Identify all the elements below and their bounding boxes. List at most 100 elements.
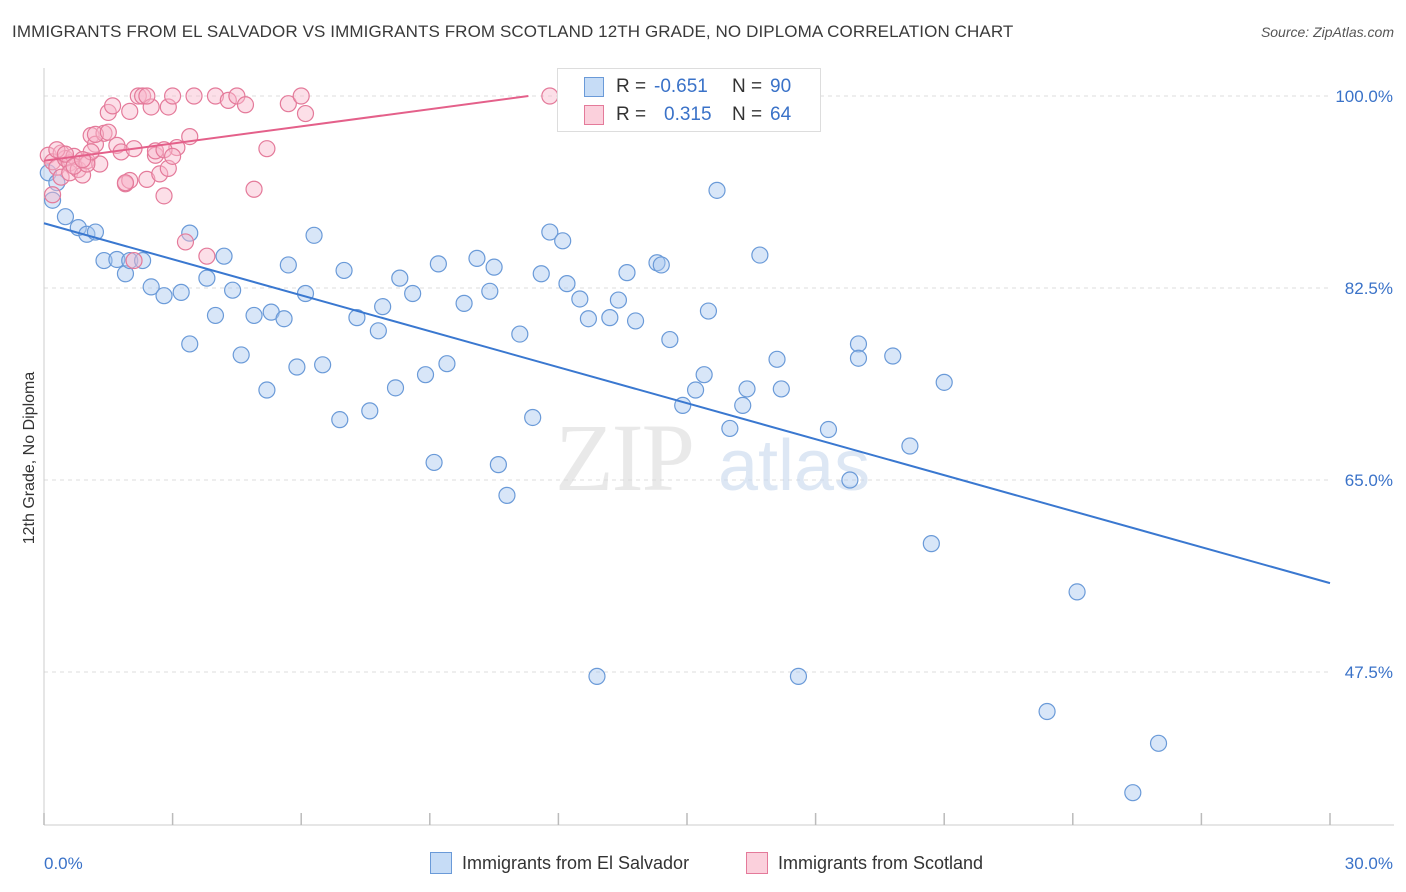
el-salvador-point bbox=[772, 380, 790, 398]
scotland-point bbox=[48, 141, 66, 159]
scotland-point bbox=[86, 125, 105, 143]
r-value: 0.315 bbox=[664, 104, 712, 125]
scotland-point bbox=[219, 91, 237, 109]
el-salvador-point bbox=[922, 535, 940, 553]
el-salvador-point bbox=[734, 396, 752, 414]
el-salvador-point bbox=[1149, 734, 1168, 752]
scotland-point bbox=[164, 147, 182, 165]
el-salvador-point bbox=[558, 275, 576, 293]
el-salvador-point bbox=[652, 256, 670, 274]
el-salvador-point bbox=[258, 381, 276, 399]
el-salvador-point bbox=[181, 224, 199, 242]
n-label: N = bbox=[732, 104, 763, 125]
el-salvador-point bbox=[198, 269, 216, 287]
el-salvador-point bbox=[588, 667, 606, 685]
el-salvador-point bbox=[386, 379, 405, 397]
el-salvador-point bbox=[571, 290, 589, 308]
trend-lines bbox=[43, 95, 1331, 585]
el-salvador-point bbox=[1038, 702, 1056, 721]
legend-swatch-blue bbox=[584, 77, 604, 97]
el-salvador-point bbox=[404, 284, 422, 303]
scotland-point bbox=[164, 87, 182, 105]
el-salvador-point bbox=[661, 330, 679, 349]
scotland-point bbox=[125, 251, 143, 270]
grid-lines bbox=[44, 95, 1330, 673]
el-salvador-point bbox=[121, 251, 139, 270]
el-salvador-point bbox=[416, 366, 435, 384]
el-salvador-point bbox=[618, 264, 636, 282]
el-salvador-point bbox=[935, 373, 953, 391]
scotland-point bbox=[43, 186, 62, 204]
el-salvador-trend-line bbox=[43, 222, 1331, 585]
el-salvador-point bbox=[554, 232, 572, 250]
scotland-point bbox=[65, 157, 83, 175]
stats-legend: R = -0.651 N = 90 R = 0.315 N = 64 bbox=[557, 68, 821, 132]
r-label: R = bbox=[616, 104, 647, 125]
scotland-point bbox=[159, 98, 177, 116]
legend-item-el-salvador: Immigrants from El Salvador bbox=[430, 852, 689, 874]
el-salvador-point bbox=[1068, 583, 1086, 601]
el-salvador-point bbox=[348, 309, 366, 327]
el-salvador-point bbox=[524, 408, 542, 427]
el-salvador-point bbox=[579, 310, 598, 328]
watermark-zip: ZIP bbox=[555, 404, 693, 511]
el-salvador-point bbox=[849, 349, 868, 367]
el-salvador-point bbox=[224, 281, 242, 299]
el-salvador-point bbox=[155, 287, 173, 305]
el-salvador-point bbox=[331, 411, 349, 429]
el-salvador-point bbox=[1124, 784, 1142, 802]
el-salvador-point bbox=[751, 246, 769, 264]
el-salvador-point bbox=[108, 250, 126, 269]
n-label: N = bbox=[732, 76, 763, 97]
scotland-point bbox=[91, 155, 109, 173]
el-salvador-point bbox=[172, 283, 190, 301]
watermark: ZIP atlas bbox=[555, 404, 870, 511]
el-salvador-point bbox=[841, 471, 859, 489]
scotland-point bbox=[142, 98, 160, 116]
el-salvador-point bbox=[695, 366, 713, 384]
scotland-point bbox=[176, 233, 195, 251]
el-salvador-point bbox=[884, 347, 902, 365]
scotland-point bbox=[236, 96, 255, 114]
el-salvador-point bbox=[708, 181, 726, 199]
scotland-point bbox=[146, 146, 165, 164]
scotland-point bbox=[151, 165, 169, 183]
el-salvador-point bbox=[181, 335, 199, 353]
y-tick-label: 82.5% bbox=[1345, 279, 1393, 298]
x-tick-labels: 0.0% 30.0% bbox=[44, 854, 1393, 873]
watermark-atlas: atlas bbox=[718, 426, 870, 506]
el-salvador-point bbox=[142, 278, 160, 296]
el-salvador-point bbox=[232, 346, 250, 364]
legend-swatch-pink bbox=[746, 852, 768, 874]
scotland-point bbox=[138, 170, 156, 188]
el-salvador-point bbox=[489, 456, 507, 474]
x-tick-label: 30.0% bbox=[1345, 854, 1393, 873]
y-tick-label: 47.5% bbox=[1345, 663, 1393, 682]
legend-swatch-blue bbox=[430, 852, 452, 874]
el-salvador-point bbox=[498, 486, 516, 504]
el-salvador-point bbox=[288, 358, 306, 376]
el-salvador-point bbox=[116, 265, 135, 283]
scotland-point bbox=[228, 87, 246, 105]
el-salvador-point bbox=[626, 312, 645, 330]
el-salvador-point bbox=[532, 265, 550, 283]
scotland-point bbox=[185, 87, 203, 105]
el-salvador-point bbox=[369, 322, 387, 340]
el-salvador-point bbox=[391, 269, 409, 287]
scotland-point bbox=[116, 174, 135, 192]
scotland-point bbox=[279, 95, 297, 113]
el-salvador-point bbox=[95, 251, 113, 270]
legend-label: Immigrants from Scotland bbox=[778, 852, 984, 873]
y-tick-label: 100.0% bbox=[1335, 87, 1393, 106]
scotland-point bbox=[541, 87, 559, 105]
r-value: -0.651 bbox=[654, 76, 708, 97]
el-salvador-point bbox=[468, 249, 486, 267]
el-salvador-point bbox=[56, 208, 75, 226]
el-salvador-point bbox=[686, 381, 705, 399]
x-tick-label: 0.0% bbox=[44, 854, 83, 873]
scotland-point bbox=[245, 180, 263, 198]
scotland-point bbox=[121, 102, 139, 120]
el-salvador-point bbox=[511, 325, 529, 343]
el-salvador-point bbox=[541, 223, 559, 241]
el-salvador-point bbox=[296, 284, 315, 303]
